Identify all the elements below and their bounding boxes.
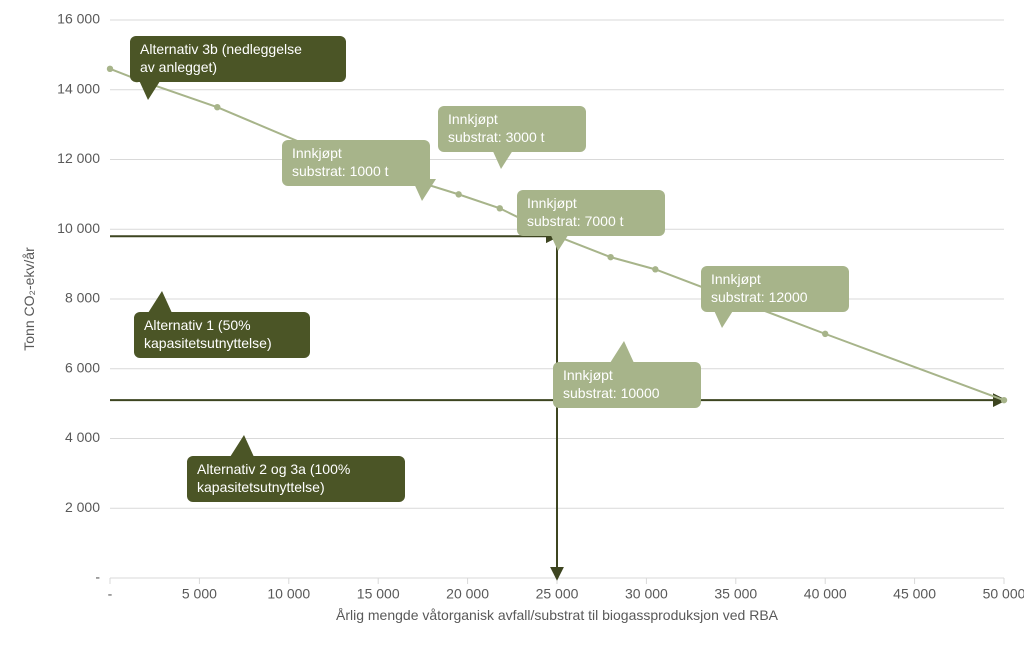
callout-line2: substrat: 12000	[711, 289, 839, 307]
callout-line1: Alternativ 2 og 3a (100%	[197, 461, 350, 477]
callout-tail	[148, 291, 172, 313]
callout-line2: substrat: 10000	[563, 385, 691, 403]
callout-line2: substrat: 1000 t	[292, 163, 420, 181]
callout-line2: av anlegget)	[140, 59, 336, 77]
x-tick-label: 40 000	[804, 585, 847, 601]
data-marker	[497, 205, 503, 211]
callout-line2: substrat: 7000 t	[527, 213, 655, 231]
callout-tail	[491, 147, 515, 169]
y-tick-label: 12 000	[57, 150, 100, 166]
callout-alt2-3a: Alternativ 2 og 3a (100% kapasitetsutnytt…	[187, 456, 405, 502]
callout-sub3000: Innkjøpt substrat: 3000 t	[438, 106, 586, 152]
x-tick-label: 30 000	[625, 585, 668, 601]
callout-alt1: Alternativ 1 (50% kapasitetsutnyttelse)	[134, 312, 310, 358]
x-tick-label: 20 000	[446, 585, 489, 601]
data-marker	[214, 104, 220, 110]
callout-tail	[610, 341, 634, 363]
x-axis-title: Årlig mengde våtorganisk avfall/substrat…	[336, 607, 779, 623]
y-tick-label: 8 000	[65, 290, 100, 306]
x-axis: - 5 000 10 000 15 000 20 000 25 000 30 000 35 0…	[108, 578, 1024, 601]
callout-sub7000: Innkjøpt substrat: 7000 t	[517, 190, 665, 236]
callout-line1: Innkjøpt	[292, 145, 342, 161]
callout-line1: Innkjøpt	[711, 271, 761, 287]
y-tick-label: 10 000	[57, 220, 100, 236]
y-tick-label: 4 000	[65, 429, 100, 445]
data-marker	[1001, 397, 1007, 403]
data-marker	[822, 331, 828, 337]
callout-tail	[230, 435, 254, 457]
data-marker	[652, 266, 658, 272]
x-tick-label: 5 000	[182, 585, 217, 601]
callout-tail	[712, 306, 736, 328]
x-tick-label: 10 000	[267, 585, 310, 601]
x-tick-label: 25 000	[536, 585, 579, 601]
callout-line1: Alternativ 1 (50%	[144, 317, 251, 333]
callout-line1: Innkjøpt	[527, 195, 577, 211]
x-tick-label: -	[108, 585, 113, 601]
y-tick-label: 16 000	[57, 11, 100, 27]
callout-sub10000: Innkjøpt substrat: 10000	[553, 362, 701, 408]
callout-line1: Innkjøpt	[448, 111, 498, 127]
x-tick-label: 50 000	[983, 585, 1024, 601]
callout-sub1000: Innkjøpt substrat: 1000 t	[282, 140, 430, 186]
x-tick-label: 15 000	[357, 585, 400, 601]
callout-tail	[138, 78, 162, 100]
chart-wrapper: - 2 000 4 000 6 000 8 000 10 000 12 000 14 000 1…	[0, 0, 1024, 667]
callout-line2: kapasitetsutnyttelse)	[197, 479, 395, 497]
callout-tail	[412, 179, 436, 201]
y-tick-label: 2 000	[65, 499, 100, 515]
callout-alt3b: Alternativ 3b (nedleggelse av anlegget)	[130, 36, 346, 82]
y-axis-title: Tonn CO₂-ekv/år	[21, 247, 37, 351]
y-tick-label: -	[95, 569, 100, 585]
callout-tail	[548, 229, 572, 251]
y-tick-label: 6 000	[65, 359, 100, 375]
callout-line2: kapasitetsutnyttelse)	[144, 335, 300, 353]
x-tick-label: 35 000	[714, 585, 757, 601]
y-tick-label: 14 000	[57, 80, 100, 96]
callout-line1: Alternativ 3b (nedleggelse	[140, 41, 302, 57]
x-tick-label: 45 000	[893, 585, 936, 601]
callout-line1: Innkjøpt	[563, 367, 613, 383]
data-marker	[607, 254, 613, 260]
callout-line2: substrat: 3000 t	[448, 129, 576, 147]
data-marker	[455, 191, 461, 197]
data-marker	[107, 66, 113, 72]
